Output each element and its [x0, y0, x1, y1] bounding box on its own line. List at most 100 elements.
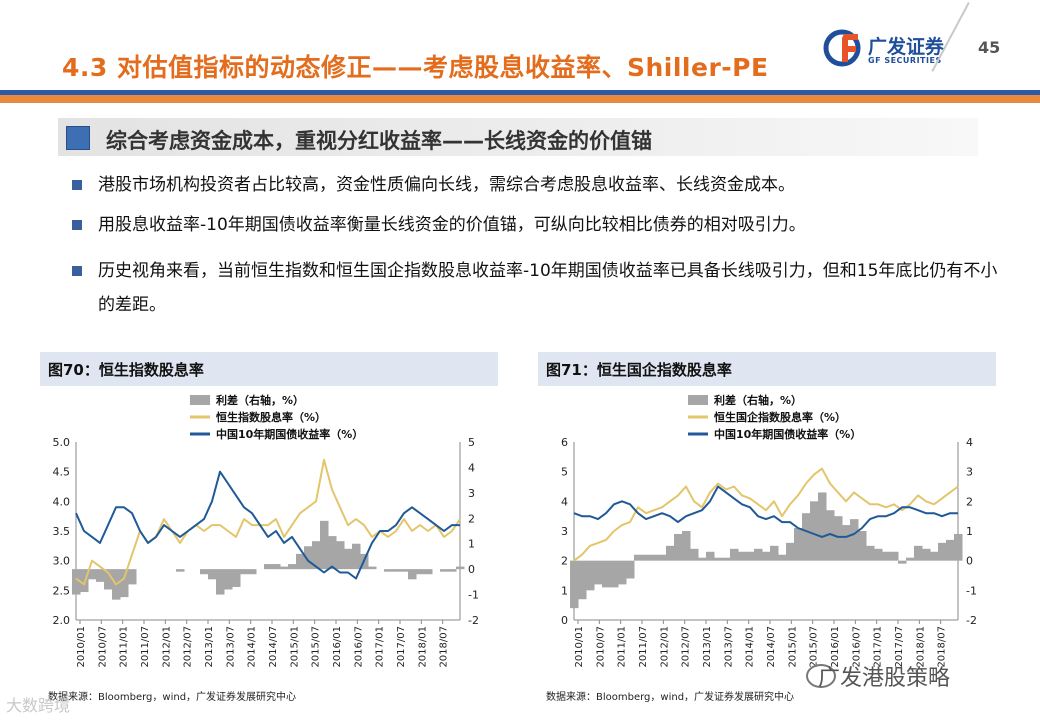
spread-bar	[834, 516, 843, 561]
dividend-yield-line	[573, 467, 959, 562]
spread-bar	[336, 541, 345, 570]
bullet-text: 用股息收益率-10年期国债收益率衡量长线资金的价值锚，可纵向比较相比债券的相对吸…	[98, 215, 806, 235]
bullet-text: 港股市场机构投资者占比较高，资金性质偏向长线，需综合考虑股息收益率、长线资金成本…	[98, 175, 795, 195]
y-tick-right: 4	[966, 436, 973, 449]
logo-subtext: GF SECURITIES	[868, 56, 942, 65]
spread-bar	[954, 533, 963, 561]
spread-bar	[296, 553, 305, 570]
y-tick-right: 2	[468, 512, 475, 525]
x-tick-label: 2011/01	[617, 626, 628, 668]
section-square-icon	[66, 126, 90, 150]
spread-bar	[248, 569, 257, 575]
x-tick-label: 2016/01	[332, 626, 343, 668]
watermark-right: 广发港股策略	[818, 666, 951, 691]
legend-label: 恒生国企指数股息率（%）	[714, 410, 846, 424]
x-tick-label: 2015/07	[809, 626, 820, 668]
y-tick-right: 2	[966, 495, 973, 508]
spread-bar	[328, 536, 337, 570]
x-tick-label: 2013/01	[204, 626, 215, 668]
spread-bar	[312, 541, 321, 570]
y-tick-right: 4	[468, 461, 475, 474]
spread-bar	[922, 548, 931, 561]
x-tick-label: 2010/01	[76, 626, 87, 668]
spread-bar	[104, 569, 113, 590]
spread-bar	[416, 569, 425, 575]
spread-bar	[658, 554, 667, 561]
spread-bar	[570, 560, 579, 609]
chart-hsi: 利差（右轴，%） 恒生指数股息率（%） 中国10年期国债收益率（%） 2.0 2.5 3.…	[53, 393, 479, 668]
spread-bar	[826, 510, 835, 561]
spread-bar	[240, 569, 249, 575]
section-band	[58, 118, 978, 156]
spread-bar	[120, 569, 129, 598]
spread-bar	[946, 539, 955, 561]
spread-bar	[368, 566, 377, 570]
x-tick-label: 2015/01	[289, 626, 300, 668]
x-tick-label: 2015/01	[787, 626, 798, 668]
y-tick-left: 6	[561, 436, 568, 449]
spread-bar	[770, 545, 779, 561]
header-bar-orange	[0, 95, 1040, 103]
spread-bar	[802, 513, 811, 561]
spread-bar	[626, 560, 635, 579]
spread-bar	[842, 525, 851, 561]
company-logo: 广发证券 GF SECURITIES	[822, 26, 962, 74]
x-tick-label: 2016/07	[353, 626, 364, 668]
spread-bar	[762, 551, 771, 561]
spread-bar	[634, 554, 643, 561]
legend-label: 利差（右轴，%）	[216, 393, 304, 407]
x-tick-label: 2014/01	[247, 626, 258, 668]
spread-bar	[288, 564, 297, 570]
x-tick-label: 2016/01	[830, 626, 841, 668]
chart-header	[538, 352, 996, 386]
x-tick-label: 2017/01	[375, 626, 386, 668]
y-tick-right: 1	[468, 538, 475, 551]
spread-bar	[610, 560, 619, 588]
x-tick-label: 2018/07	[937, 626, 948, 668]
x-tick-label: 2018/07	[439, 626, 450, 668]
bullet-item: 历史视角来看，当前恒生指数和恒生国企指数股息收益率-10年期国债收益率已具备长线…	[72, 254, 1002, 322]
spread-bar	[176, 569, 185, 572]
spread-bar	[88, 569, 97, 580]
spread-bar	[690, 548, 699, 561]
y-tick-left: 5	[561, 466, 568, 479]
spread-bar	[650, 554, 659, 561]
bond-yield-line	[75, 470, 460, 580]
spread-bar	[384, 569, 393, 572]
spread-bar	[722, 557, 731, 561]
spread-bar	[938, 542, 947, 561]
y-tick-left: 1	[561, 584, 568, 597]
spread-bar	[810, 501, 819, 561]
x-tick-label: 2012/07	[183, 626, 194, 668]
chart-title: 图70：恒生指数股息率	[48, 361, 204, 379]
y-tick-left: 2	[561, 555, 568, 568]
x-tick-label: 2013/01	[702, 626, 713, 668]
x-tick-label: 2012/07	[681, 626, 692, 668]
spread-bar	[304, 546, 313, 570]
y-tick-right: -1	[468, 589, 479, 602]
x-tick-label: 2010/01	[574, 626, 585, 668]
spread-bar	[778, 554, 787, 561]
chart-header	[40, 352, 498, 386]
spread-bar	[200, 569, 209, 575]
spread-bar	[96, 569, 105, 582]
spread-bar	[408, 569, 417, 580]
y-tick-left: 0	[561, 614, 568, 627]
y-tick-left: 3.0	[53, 555, 71, 568]
spread-bar	[400, 569, 409, 572]
y-tick-right: 1	[966, 525, 973, 538]
spread-bar	[738, 551, 747, 561]
spread-bar	[344, 548, 353, 570]
spread-bar	[224, 569, 233, 590]
spread-bar	[666, 545, 675, 561]
spread-bar	[72, 569, 81, 595]
x-tick-label: 2017/07	[396, 626, 407, 668]
logo-icon	[823, 29, 861, 67]
x-tick-label: 2012/01	[161, 626, 172, 668]
spread-bar	[272, 564, 281, 570]
legend-label: 中国10年期国债收益率（%）	[714, 427, 861, 441]
page-title: 4.3 对估值指标的动态修正——考虑股息收益率、Shiller-PE	[62, 53, 769, 82]
spread-bar	[602, 560, 611, 588]
y-tick-left: 5.0	[53, 436, 71, 449]
y-tick-left: 3	[561, 525, 568, 538]
